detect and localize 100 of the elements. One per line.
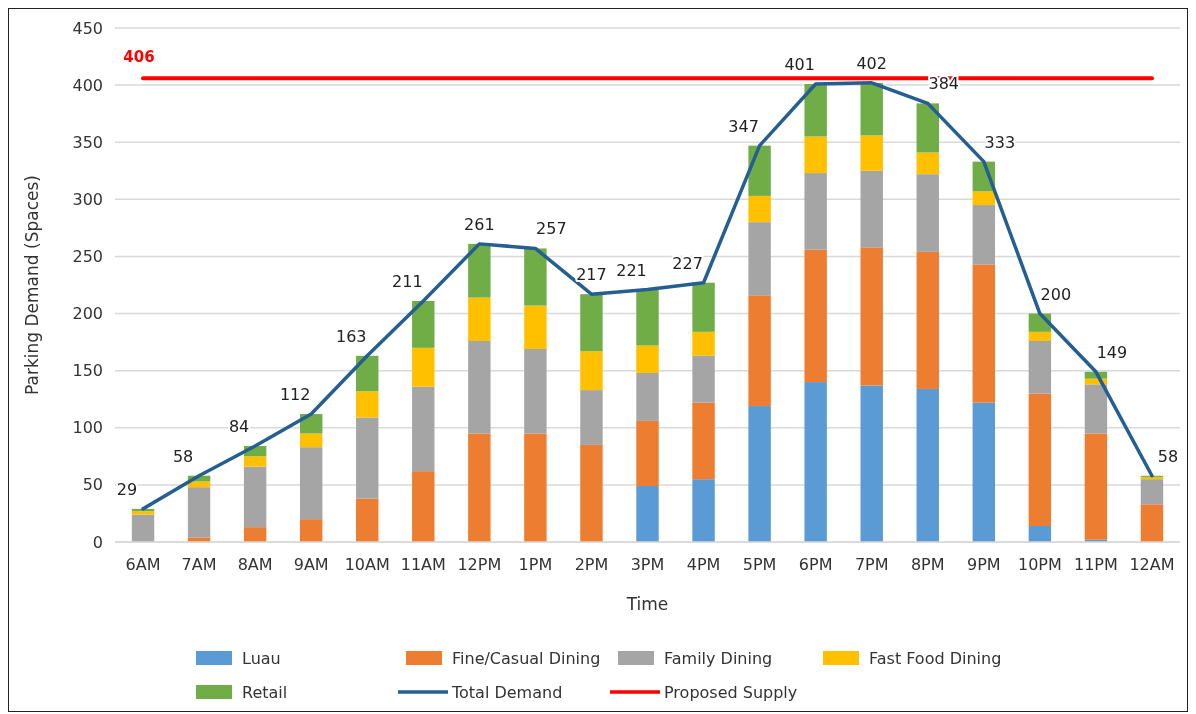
legend-label: Retail xyxy=(242,682,288,702)
data-label: 333 xyxy=(984,132,1016,152)
legend-label: Luau xyxy=(242,648,281,668)
x-tick-label: 11PM xyxy=(1074,555,1118,574)
data-label: 257 xyxy=(536,219,567,239)
bar xyxy=(636,372,659,421)
bar xyxy=(692,355,715,403)
x-tick-label: 7PM xyxy=(854,555,889,574)
x-tick-label: 10AM xyxy=(344,555,390,574)
bar xyxy=(972,402,996,542)
bar xyxy=(1028,526,1052,542)
bar xyxy=(1028,331,1052,341)
bar xyxy=(356,355,379,392)
bar xyxy=(580,351,603,391)
x-tick-label: 10PM xyxy=(1017,555,1062,574)
legend-label: Proposed Supply xyxy=(664,682,798,702)
y-tick-label: 300 xyxy=(72,189,103,209)
bar xyxy=(804,136,827,174)
bar xyxy=(1084,433,1108,540)
bar xyxy=(131,514,155,542)
bar xyxy=(804,249,827,383)
legend-label: Total Demand xyxy=(451,682,563,702)
bar xyxy=(187,487,211,538)
y-tick-label: 100 xyxy=(72,418,103,438)
data-label: 221 xyxy=(616,260,647,280)
x-tick-label: 9PM xyxy=(967,555,1001,574)
bar xyxy=(692,479,715,542)
x-tick-label: 11AM xyxy=(400,555,446,574)
y-tick-label: 450 xyxy=(72,18,103,38)
data-label: 384 xyxy=(928,74,960,94)
y-tick-label: 50 xyxy=(82,475,103,495)
bar xyxy=(299,519,323,542)
x-tick-label: 8AM xyxy=(237,555,273,574)
bar xyxy=(692,331,715,356)
bar xyxy=(692,282,715,332)
data-label: 58 xyxy=(1157,446,1179,466)
x-axis-title: Time xyxy=(625,594,669,614)
data-label: 149 xyxy=(1096,342,1128,362)
data-label: 227 xyxy=(672,253,703,273)
x-tick-label: 6PM xyxy=(798,555,833,574)
bar xyxy=(412,300,435,348)
bar xyxy=(243,527,267,542)
bar xyxy=(860,170,883,248)
data-label: 29 xyxy=(116,479,138,499)
x-tick-label: 12PM xyxy=(457,555,502,574)
data-label: 200 xyxy=(1040,284,1072,304)
bar xyxy=(916,174,939,252)
data-label: 163 xyxy=(335,326,367,346)
bar xyxy=(243,466,267,528)
bar xyxy=(804,382,827,542)
data-label: 401 xyxy=(784,54,815,74)
bar xyxy=(356,391,379,418)
bar xyxy=(636,420,659,487)
bar xyxy=(804,173,827,250)
bar xyxy=(804,83,827,137)
bar xyxy=(412,471,435,542)
bar xyxy=(187,481,211,488)
bar xyxy=(636,289,659,346)
bar xyxy=(860,135,883,171)
data-label: 112 xyxy=(279,385,311,405)
x-tick-label: 1PM xyxy=(518,555,553,574)
data-label: 406 xyxy=(123,48,155,67)
bar xyxy=(972,191,996,206)
x-tick-label: 5PM xyxy=(742,555,777,574)
y-tick-label: 400 xyxy=(72,75,103,95)
bar xyxy=(524,433,547,542)
bar xyxy=(636,486,659,542)
bar xyxy=(1028,340,1052,394)
bar xyxy=(860,385,883,542)
bar xyxy=(860,82,883,136)
bar xyxy=(972,264,996,403)
x-tick-label: 8PM xyxy=(910,555,945,574)
legend-label: Fast Food Dining xyxy=(869,648,1002,668)
bar xyxy=(580,444,603,542)
x-tick-label: 6AM xyxy=(125,555,161,574)
bar xyxy=(916,152,939,175)
bar xyxy=(748,145,771,196)
bar xyxy=(916,251,939,389)
bar xyxy=(916,388,939,542)
bar xyxy=(636,345,659,373)
y-tick-label: 350 xyxy=(72,132,103,152)
y-tick-label: 200 xyxy=(72,304,103,324)
bar xyxy=(468,297,491,341)
y-tick-label: 250 xyxy=(72,247,103,267)
bar xyxy=(299,447,323,520)
bar xyxy=(468,340,491,434)
y-axis-title: Parking Demand (Spaces) xyxy=(22,175,42,395)
bar xyxy=(916,103,939,153)
bar xyxy=(412,347,435,387)
bar xyxy=(748,195,771,223)
bar xyxy=(692,402,715,480)
bar xyxy=(580,294,603,352)
bar xyxy=(860,247,883,386)
bar xyxy=(580,390,603,445)
data-label: 211 xyxy=(392,271,423,291)
bar xyxy=(356,498,379,542)
bar xyxy=(748,222,771,296)
x-tick-label: 4PM xyxy=(686,555,721,574)
legend-label: Family Dining xyxy=(664,648,773,668)
x-tick-label: 2PM xyxy=(574,555,609,574)
